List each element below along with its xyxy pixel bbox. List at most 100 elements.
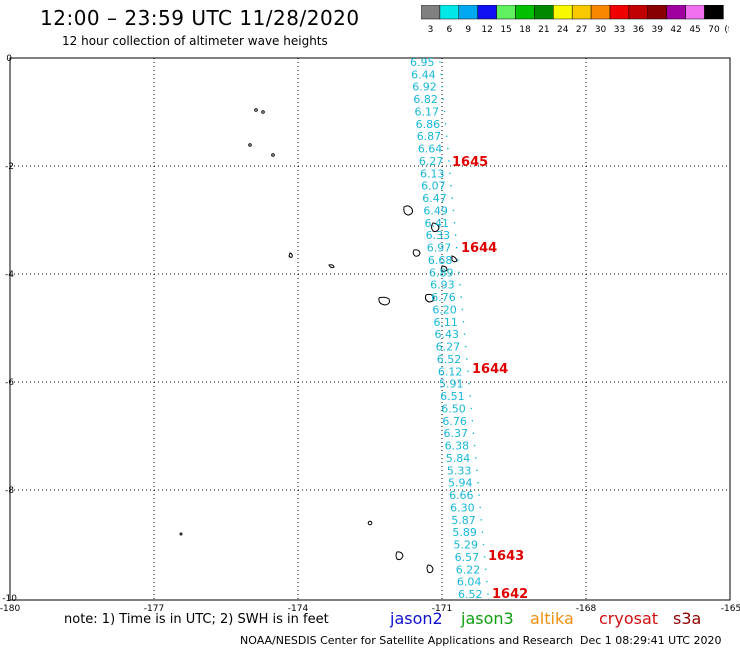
wave-height-value: 6.41 xyxy=(425,217,450,230)
time-labels: 1645 1644 1644 1643 1642 xyxy=(452,155,528,602)
wave-height-value: 6.89 xyxy=(429,266,454,279)
track-point xyxy=(445,135,448,138)
wave-height-value: 6.64 xyxy=(418,143,443,156)
track-point xyxy=(459,283,461,286)
wave-height-value: 6.76 xyxy=(442,415,467,428)
legend-unit: (ft) xyxy=(724,25,729,35)
legend-label: 27 xyxy=(576,25,587,35)
track-point xyxy=(482,543,485,546)
wave-height-value: 6.97 xyxy=(427,242,452,255)
lat-label: -10 xyxy=(2,594,17,604)
legend-swatch xyxy=(685,5,705,20)
satellite-jason3: jason3 xyxy=(461,609,514,628)
island-outlines xyxy=(179,108,458,574)
track-point xyxy=(447,147,449,150)
lon-label: -171 xyxy=(432,604,452,614)
wave-height-value: 6.27 xyxy=(419,155,444,168)
legend-label: 30 xyxy=(595,25,607,35)
wave-height-value: 6.43 xyxy=(435,328,460,341)
legend-label: 33 xyxy=(614,25,625,35)
wave-height-value: 6.49 xyxy=(423,204,448,217)
legend-label: 21 xyxy=(538,25,549,35)
track-point xyxy=(470,407,473,410)
island xyxy=(403,205,414,216)
wave-height-value: 6.13 xyxy=(420,167,445,180)
page-title: 12:00 – 23:59 UTC 11/28/2020 xyxy=(40,6,360,30)
wave-height-track: 6.956.446.926.826.176.866.876.646.276.13… xyxy=(410,56,489,601)
wave-height-value: 6.33 xyxy=(426,229,451,242)
wave-height-value: 6.38 xyxy=(445,440,470,453)
island xyxy=(367,520,373,526)
time-label: 1643 xyxy=(488,549,524,564)
lon-label: -168 xyxy=(576,604,597,614)
wave-height-value: 5.33 xyxy=(447,464,472,477)
track-point xyxy=(461,308,464,311)
island xyxy=(254,108,258,112)
lat-label: 0 xyxy=(6,54,12,64)
map-grid xyxy=(10,58,730,600)
track-point xyxy=(469,395,471,397)
track-point xyxy=(465,358,468,360)
legend-swatch xyxy=(571,5,592,20)
lat-label: -4 xyxy=(5,270,14,280)
wave-height-value: 6.07 xyxy=(421,180,446,193)
track-point xyxy=(476,469,478,472)
island xyxy=(271,153,275,157)
legend-label: 12 xyxy=(481,25,492,35)
track-point xyxy=(458,271,460,274)
legend-label: 70 xyxy=(708,25,720,35)
wave-height-value: 6.92 xyxy=(412,81,437,94)
island xyxy=(424,293,435,303)
track-point xyxy=(440,73,442,76)
track-point xyxy=(467,370,469,373)
wave-height-value: 6.52 xyxy=(458,588,483,601)
wave-height-value: 6.76 xyxy=(431,291,456,304)
wave-height-value: 6.20 xyxy=(432,303,457,316)
lon-label: -174 xyxy=(288,604,309,614)
track-point xyxy=(464,345,467,348)
track-point xyxy=(480,518,483,521)
island xyxy=(412,249,421,257)
legend-label: 9 xyxy=(465,25,471,35)
time-label: 1645 xyxy=(452,155,488,170)
legend-swatch xyxy=(628,5,649,20)
island xyxy=(248,143,252,147)
island xyxy=(261,110,265,114)
island xyxy=(426,564,434,574)
track-point xyxy=(462,321,465,323)
wave-height-value: 6.27 xyxy=(436,341,461,354)
legend-swatch xyxy=(609,5,630,20)
track-point xyxy=(483,556,486,558)
wave-height-value: 6.50 xyxy=(441,402,466,415)
track-point xyxy=(463,333,466,335)
legend-label: 24 xyxy=(557,25,569,35)
credit-line: NOAA/NESDIS Center for Satellite Applica… xyxy=(240,634,574,647)
legend-swatch xyxy=(496,5,516,20)
satellite-jason2: jason2 xyxy=(390,609,443,628)
track-point xyxy=(479,506,481,509)
legend-swatch xyxy=(439,5,460,20)
time-label: 1644 xyxy=(461,241,497,256)
wave-height-value: 6.22 xyxy=(456,563,481,576)
legend-label: 39 xyxy=(652,25,664,35)
longitude-labels: -180 -177 -174 -171 -168 -165 xyxy=(0,604,740,614)
track-point xyxy=(453,222,456,224)
satellite-s3a: s3a xyxy=(673,609,702,628)
track-point xyxy=(454,234,457,237)
time-label: 1644 xyxy=(472,362,508,377)
track-point xyxy=(443,110,446,113)
wave-height-value: 6.04 xyxy=(457,576,482,589)
wave-height-value: 6.12 xyxy=(438,365,463,378)
page-subtitle: 12 hour collection of altimeter wave hei… xyxy=(62,34,328,48)
wave-height-value: 6.82 xyxy=(413,93,438,106)
island xyxy=(451,255,458,263)
track-point xyxy=(472,432,475,434)
island xyxy=(328,264,335,269)
track-point xyxy=(473,444,476,447)
wave-height-value: 6.17 xyxy=(414,105,439,118)
track-point xyxy=(481,531,484,533)
wave-height-value: 6.30 xyxy=(450,501,475,514)
island xyxy=(288,252,293,258)
track-point xyxy=(455,246,458,249)
